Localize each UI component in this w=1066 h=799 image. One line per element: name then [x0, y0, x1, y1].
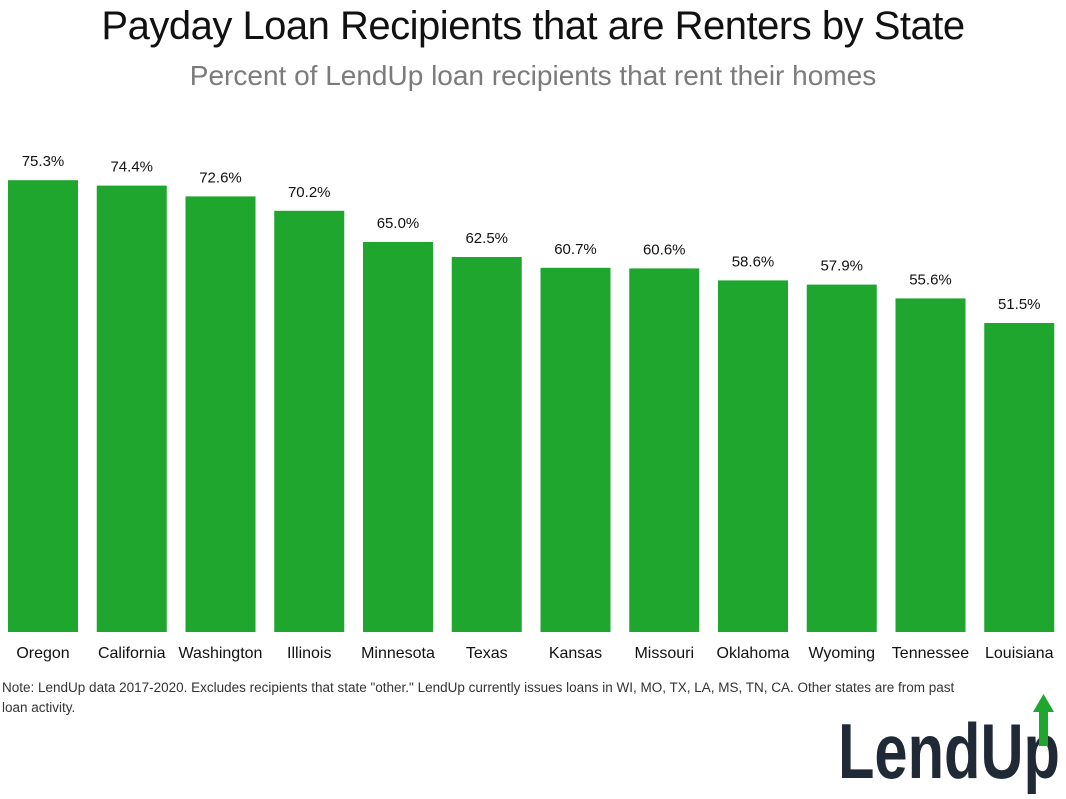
bar-oregon [8, 180, 78, 632]
footnote: Note: LendUp data 2017-2020. Excludes re… [2, 680, 955, 715]
bar-illinois [274, 210, 345, 633]
bar-kansas [540, 267, 611, 632]
bar-washington [185, 196, 256, 632]
category-label-missouri: Missouri [634, 645, 694, 662]
value-label-tennessee: 55.6% [909, 271, 952, 288]
category-label-texas: Texas [466, 645, 508, 662]
category-label-kansas: Kansas [549, 645, 602, 662]
category-label-washington: Washington [179, 645, 263, 662]
chart-title: Payday Loan Recipients that are Renters … [101, 4, 965, 48]
logo-wordmark: LendUp [838, 707, 1060, 794]
bar-group [8, 180, 1055, 633]
chart-subtitle: Percent of LendUp loan recipients that r… [189, 60, 877, 91]
bar-california [96, 185, 167, 632]
bar-missouri [629, 268, 700, 632]
bar-louisiana [984, 323, 1055, 632]
value-label-kansas: 60.7% [554, 241, 597, 258]
value-label-minnesota: 65.0% [377, 215, 420, 232]
lendup-logo: LendUp [838, 694, 1060, 795]
category-label-california: California [98, 645, 166, 662]
value-label-louisiana: 51.5% [998, 296, 1041, 313]
value-label-group: 75.3% 74.4% 72.6% 70.2% 65.0% 62.5% 60.7% 60.6%… [22, 153, 1041, 313]
category-label-wyoming: Wyoming [808, 645, 875, 662]
category-label-oklahoma: Oklahoma [717, 645, 790, 662]
bar-oklahoma [718, 280, 788, 632]
value-label-wyoming: 57.9% [820, 258, 863, 275]
bar-wyoming [806, 284, 877, 632]
value-label-california: 74.4% [110, 159, 153, 176]
value-label-illinois: 70.2% [288, 184, 331, 201]
value-label-texas: 62.5% [465, 230, 508, 247]
value-label-missouri: 60.6% [643, 241, 686, 258]
bar-chart: 75.3% 74.4% 72.6% 70.2% 65.0% 62.5% 60.7% 60.6%… [8, 153, 1055, 662]
up-arrow-icon [1033, 694, 1054, 746]
value-label-washington: 72.6% [199, 169, 242, 186]
category-label-tennessee: Tennessee [892, 645, 969, 662]
value-label-oklahoma: 58.6% [732, 253, 775, 270]
bar-texas [451, 257, 522, 632]
category-label-group: Oregon California Washington Illinois Minnes… [16, 645, 1053, 662]
category-label-minnesota: Minnesota [361, 645, 435, 662]
bar-minnesota [363, 242, 433, 632]
bar-tennessee [895, 298, 966, 632]
category-label-louisiana: Louisiana [985, 645, 1054, 662]
category-label-illinois: Illinois [287, 645, 331, 662]
value-label-oregon: 75.3% [22, 153, 65, 170]
category-label-oregon: Oregon [16, 645, 69, 662]
